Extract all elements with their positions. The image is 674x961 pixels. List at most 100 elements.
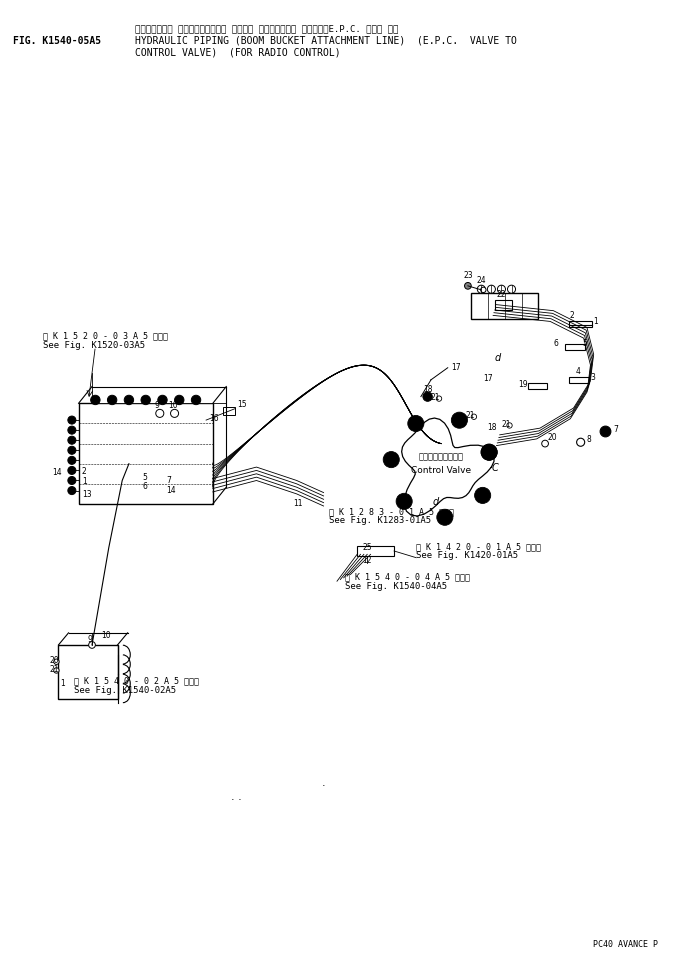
Circle shape — [68, 436, 76, 444]
Text: 21: 21 — [431, 393, 441, 402]
Text: 18: 18 — [487, 423, 497, 432]
Text: 2: 2 — [82, 467, 87, 476]
Text: 15: 15 — [238, 400, 247, 408]
Circle shape — [191, 395, 201, 405]
Text: 12: 12 — [363, 556, 372, 565]
Text: 5: 5 — [142, 474, 147, 482]
Text: 8: 8 — [586, 435, 592, 444]
Circle shape — [68, 477, 76, 484]
Text: 19: 19 — [518, 380, 528, 388]
Text: 第 K 1 5 4 0 - 0 2 A 5 図参照: 第 K 1 5 4 0 - 0 2 A 5 図参照 — [74, 677, 199, 685]
Circle shape — [141, 395, 150, 405]
Text: 23: 23 — [463, 271, 472, 281]
Text: See Fig. K1540-04A5: See Fig. K1540-04A5 — [345, 582, 447, 591]
Circle shape — [91, 395, 100, 405]
Text: 16: 16 — [210, 414, 219, 424]
Circle shape — [474, 487, 491, 504]
Text: 25: 25 — [363, 543, 372, 553]
Circle shape — [175, 395, 184, 405]
Circle shape — [577, 438, 584, 446]
Text: 24: 24 — [477, 276, 486, 284]
Text: 21: 21 — [466, 411, 475, 420]
Text: 第 K 1 2 8 3 - 0 1 A 5 図参照: 第 K 1 2 8 3 - 0 1 A 5 図参照 — [329, 507, 454, 516]
Text: 2: 2 — [570, 311, 575, 320]
Bar — [92, 386, 226, 404]
Text: 20: 20 — [548, 433, 557, 442]
Bar — [471, 292, 539, 319]
Circle shape — [436, 396, 441, 402]
Text: 7: 7 — [166, 476, 171, 484]
Text: HYDRAULIC PIPING (BOOM BUCKET ATTACHMENT LINE)  (E.P.C.  VALVE TO: HYDRAULIC PIPING (BOOM BUCKET ATTACHMENT… — [135, 36, 517, 45]
Circle shape — [384, 452, 399, 468]
Circle shape — [497, 285, 506, 293]
Text: · ·: · · — [231, 795, 242, 804]
Bar — [495, 300, 512, 310]
Text: 第 K 1 5 2 0 - 0 3 A 5 図参照: 第 K 1 5 2 0 - 0 3 A 5 図参照 — [43, 332, 168, 340]
Text: 7: 7 — [613, 425, 619, 434]
Circle shape — [408, 415, 424, 431]
Text: 1: 1 — [61, 678, 65, 688]
Text: 1: 1 — [82, 477, 87, 486]
Bar — [79, 404, 213, 504]
Text: 9: 9 — [88, 634, 92, 644]
Text: 9: 9 — [154, 401, 159, 410]
Bar — [569, 377, 588, 383]
Text: PC40 AVANCE P: PC40 AVANCE P — [593, 941, 658, 949]
Text: 3: 3 — [590, 373, 595, 382]
Circle shape — [124, 395, 133, 405]
Circle shape — [481, 287, 486, 292]
Circle shape — [68, 486, 76, 495]
Circle shape — [481, 444, 497, 460]
Circle shape — [158, 395, 167, 405]
Circle shape — [68, 426, 76, 434]
Circle shape — [107, 395, 117, 405]
Text: 5: 5 — [582, 339, 587, 348]
Text: 11: 11 — [293, 499, 303, 508]
Circle shape — [68, 416, 76, 424]
Circle shape — [477, 285, 485, 293]
Text: 6: 6 — [554, 339, 559, 348]
Text: See Fig. K1283-01A5: See Fig. K1283-01A5 — [329, 516, 431, 526]
Circle shape — [471, 414, 477, 419]
Text: ·: · — [321, 781, 326, 791]
Text: See Fig. K1520-03A5: See Fig. K1520-03A5 — [43, 340, 145, 350]
Text: 10: 10 — [168, 401, 177, 410]
Bar — [223, 407, 235, 415]
Text: Control Valve: Control Valve — [411, 466, 471, 475]
Text: 4: 4 — [576, 367, 580, 376]
Text: See Fig. K1420-01A5: See Fig. K1420-01A5 — [417, 552, 518, 560]
Text: 20: 20 — [50, 656, 59, 665]
Text: FIG. K1540-05A5: FIG. K1540-05A5 — [13, 36, 102, 45]
Bar — [357, 546, 394, 555]
Circle shape — [171, 409, 179, 417]
Text: d: d — [432, 498, 439, 507]
Bar — [569, 321, 592, 328]
Text: See Fig. K1540-02A5: See Fig. K1540-02A5 — [74, 685, 176, 695]
Circle shape — [68, 456, 76, 464]
Text: 1: 1 — [593, 317, 598, 326]
Bar — [59, 645, 117, 699]
Circle shape — [464, 283, 471, 289]
Text: 22: 22 — [496, 290, 506, 299]
Text: 14: 14 — [52, 468, 61, 477]
Text: 21: 21 — [50, 665, 59, 674]
Text: 21: 21 — [501, 420, 511, 429]
Text: コントロールバルブ: コントロールバルブ — [419, 453, 464, 461]
Circle shape — [487, 285, 495, 293]
Circle shape — [437, 509, 453, 526]
Circle shape — [542, 440, 549, 447]
Bar — [565, 344, 585, 350]
Text: 6: 6 — [142, 482, 147, 491]
Circle shape — [481, 444, 497, 460]
Circle shape — [54, 659, 59, 664]
Text: 第 K 1 4 2 0 - 0 1 A 5 図参照: 第 K 1 4 2 0 - 0 1 A 5 図参照 — [417, 542, 541, 551]
Text: 13: 13 — [82, 489, 92, 499]
Bar — [528, 382, 547, 389]
Text: 17: 17 — [451, 362, 461, 372]
Circle shape — [508, 285, 516, 293]
Text: C: C — [491, 463, 498, 473]
Circle shape — [396, 493, 412, 509]
Circle shape — [156, 409, 164, 417]
Text: 10: 10 — [100, 631, 111, 640]
Text: CONTROL VALVE)  (FOR RADIO CONTROL): CONTROL VALVE) (FOR RADIO CONTROL) — [135, 47, 340, 57]
